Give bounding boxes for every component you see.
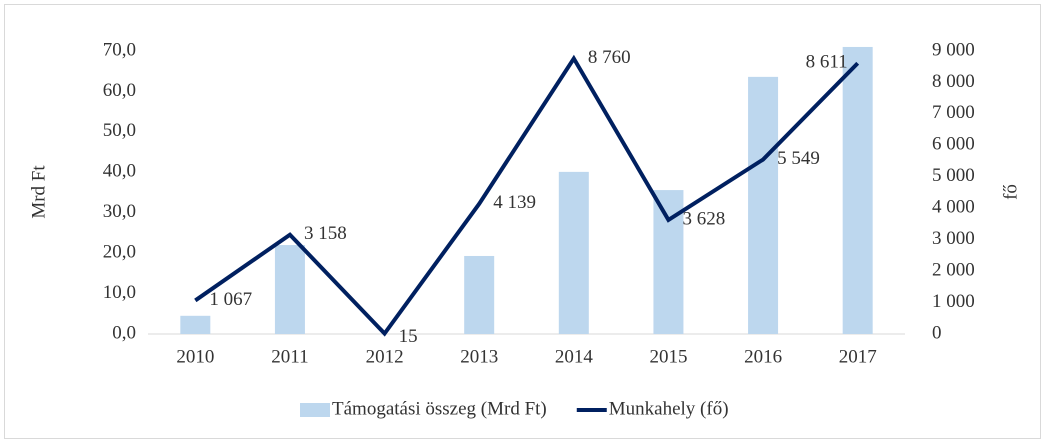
- legend-label: Támogatási összeg (Mrd Ft): [332, 398, 547, 419]
- legend-swatch: [300, 403, 330, 417]
- y2-axis-title: fő: [1000, 184, 1021, 200]
- data-label: 5 549: [777, 148, 820, 169]
- y-tick-label: 10,0: [103, 282, 136, 303]
- bar: [842, 46, 873, 334]
- x-tick-label: 2017: [839, 346, 877, 367]
- bar: [180, 315, 211, 334]
- y2-tick-label: 0: [932, 322, 942, 343]
- bar: [274, 245, 305, 334]
- x-tick-label: 2013: [460, 346, 498, 367]
- data-label: 8 760: [588, 47, 631, 68]
- y-tick-label: 20,0: [103, 242, 136, 263]
- y-tick-label: 0,0: [112, 322, 136, 343]
- y2-tick-label: 5 000: [932, 165, 975, 186]
- y-tick-label: 30,0: [103, 201, 136, 222]
- y-tick-label: 70,0: [103, 39, 136, 60]
- x-tick-label: 2015: [649, 346, 687, 367]
- bar: [558, 171, 589, 334]
- y2-tick-label: 4 000: [932, 197, 975, 218]
- bar: [748, 76, 779, 335]
- x-tick-label: 2016: [744, 346, 782, 367]
- data-label: 1 067: [209, 289, 252, 310]
- data-label: 4 139: [493, 192, 536, 213]
- y2-tick-label: 9 000: [932, 39, 975, 60]
- chart-frame: [4, 4, 1041, 439]
- x-tick-label: 2012: [366, 346, 404, 367]
- x-tick-label: 2010: [176, 346, 214, 367]
- x-tick-label: 2011: [271, 346, 308, 367]
- data-label: 3 158: [304, 223, 347, 244]
- y-tick-label: 60,0: [103, 80, 136, 101]
- bar: [464, 255, 495, 334]
- y2-tick-label: 8 000: [932, 71, 975, 92]
- line: [194, 54, 860, 337]
- y-tick-label: 40,0: [103, 161, 136, 182]
- x-tick-label: 2014: [555, 346, 594, 367]
- y-tick-label: 50,0: [103, 120, 136, 141]
- y2-tick-label: 7 000: [932, 102, 975, 123]
- legend-label: Munkahely (fő): [609, 398, 729, 419]
- y2-tick-label: 2 000: [932, 259, 975, 280]
- y2-tick-label: 1 000: [932, 291, 975, 312]
- y2-tick-label: 3 000: [932, 228, 975, 249]
- y-axis-title: Mrd Ft: [28, 165, 49, 219]
- data-label: 8 611: [806, 52, 848, 73]
- data-label: 15: [399, 326, 418, 347]
- data-label: 3 628: [682, 208, 725, 229]
- y2-tick-label: 6 000: [932, 134, 975, 155]
